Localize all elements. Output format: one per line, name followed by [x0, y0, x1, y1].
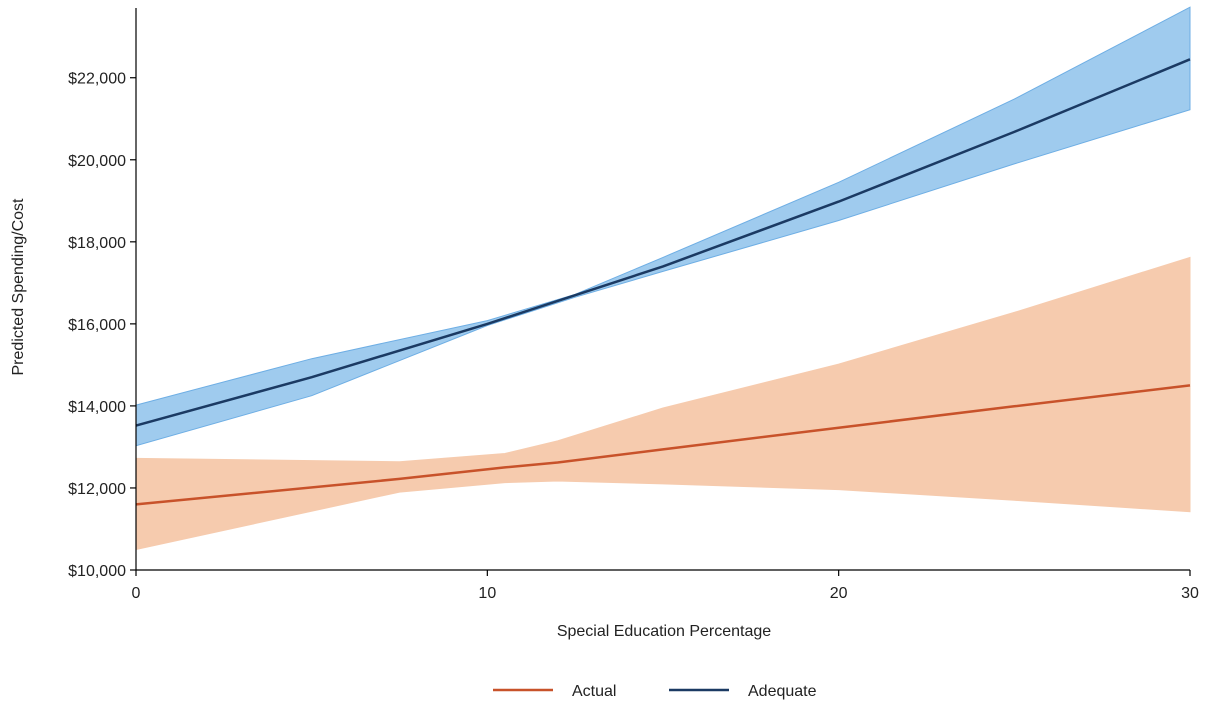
y-axis-title: Predicted Spending/Cost	[10, 198, 27, 376]
confidence-bands	[135, 6, 1191, 551]
series-line-actual	[135, 384, 1191, 506]
y-tick-label: $14,000	[68, 399, 126, 416]
confidence-band-actual	[135, 256, 1191, 551]
series-lines	[135, 58, 1191, 506]
legend: Actual Adequate	[493, 683, 817, 700]
y-tick-label: $12,000	[68, 481, 126, 498]
series-line-adequate	[135, 58, 1191, 427]
x-tick-label: 20	[830, 585, 848, 602]
y-ticks: $10,000 $12,000 $14,000 $16,000 $18,000 $20,0…	[68, 71, 136, 580]
y-tick-label: $18,000	[68, 235, 126, 252]
x-axis-title: Special Education Percentage	[557, 623, 771, 640]
y-tick-label: $16,000	[68, 317, 126, 334]
x-tick-label: 10	[478, 585, 496, 602]
y-tick-label: $10,000	[68, 563, 126, 580]
x-ticks: 0 10 20 30	[132, 570, 1199, 602]
x-tick-label: 30	[1181, 585, 1199, 602]
confidence-band-adequate	[135, 6, 1191, 447]
legend-label-actual: Actual	[572, 683, 616, 700]
y-tick-label: $20,000	[68, 153, 126, 170]
y-tick-label: $22,000	[68, 71, 126, 88]
axes	[135, 8, 1190, 571]
x-tick-label: 0	[132, 585, 141, 602]
legend-label-adequate: Adequate	[748, 683, 817, 700]
